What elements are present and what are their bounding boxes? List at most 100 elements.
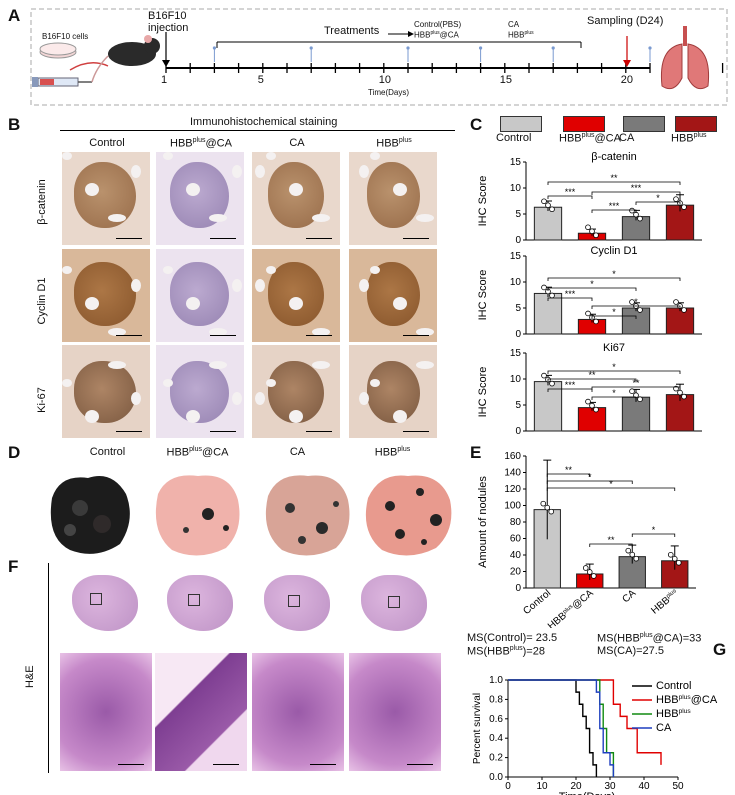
treatments-label: Treatments <box>324 25 380 37</box>
ihc-row-label: β-catenin <box>36 179 48 225</box>
sig-bracket <box>591 386 681 390</box>
panel-label-a: A <box>8 6 21 25</box>
panel-label-d: D <box>8 443 21 462</box>
y-tick-label: 20 <box>510 567 522 578</box>
timeline-tick-label: 20 <box>620 74 634 86</box>
scale-bar <box>210 430 236 432</box>
treat2-line1: CA <box>508 20 520 29</box>
data-point <box>637 307 643 313</box>
scale-bar <box>403 334 429 336</box>
panel-label-e: E <box>470 443 482 462</box>
data-point <box>589 228 595 235</box>
sig-mark: *** <box>565 380 576 390</box>
data-point <box>585 398 591 405</box>
sig-mark: ** <box>610 173 618 183</box>
sig-mark: * <box>590 279 594 289</box>
lung-photo-control <box>50 476 130 554</box>
ihc-row-label: Ki-67 <box>36 387 48 413</box>
injection-label-1: B16F10 <box>148 10 187 22</box>
survival-line <box>508 679 615 777</box>
y-tick-label: 5 <box>515 303 521 314</box>
scale-bar <box>306 430 332 432</box>
legend-swatch <box>563 116 605 132</box>
sampling-label: Sampling (D24) <box>587 15 664 27</box>
data-point <box>541 198 547 205</box>
ihc-col-header: HBBplus@CA <box>170 137 232 150</box>
data-point <box>590 573 597 579</box>
panel-a-timeline <box>30 8 728 106</box>
bar <box>621 307 651 335</box>
lung-photo-ca <box>265 475 350 556</box>
y-tick-label: 15 <box>510 157 522 168</box>
data-point <box>549 206 555 213</box>
sig-bracket <box>591 396 637 400</box>
sig-bracket <box>546 480 633 484</box>
data-point <box>548 508 555 515</box>
ihc-image-tile <box>349 152 437 245</box>
lung-photo-hbbplus-ca <box>155 475 240 556</box>
data-point <box>593 232 599 239</box>
sig-mark: * <box>612 388 616 398</box>
timeline-tick-label: 1 <box>161 74 168 86</box>
y-tick-label: 15 <box>510 348 522 359</box>
data-point <box>629 388 635 395</box>
y-tick-label: 120 <box>504 484 521 495</box>
data-point <box>677 389 683 396</box>
sampling-arrow <box>623 60 631 67</box>
sig-bracket <box>547 378 637 382</box>
lungs-icon <box>660 26 710 90</box>
ms-line1-b: MS(HBBplus@CA)=33 <box>597 632 702 645</box>
y-tick-label: 10 <box>510 374 522 385</box>
survival-line <box>508 679 615 777</box>
x-tick-label: 40 <box>638 781 650 792</box>
subplot-title: Ki67 <box>603 342 625 354</box>
y-tick-label: 5 <box>515 209 521 220</box>
panel-label-f: F <box>8 557 19 576</box>
ihc-image-tile <box>156 152 244 245</box>
sig-mark: ** <box>632 378 640 388</box>
sig-mark: ** <box>565 465 573 475</box>
zoom-box <box>288 595 300 607</box>
scale-bar <box>310 763 336 765</box>
scale-bar <box>407 763 433 765</box>
subplot-title: β-catenin <box>591 151 636 163</box>
data-point <box>582 565 589 571</box>
sig-mark: *** <box>565 289 576 299</box>
sig-mark: ** <box>588 370 596 380</box>
mouse-icon <box>91 35 160 83</box>
y-tick-label: 0.8 <box>489 694 503 705</box>
data-point <box>593 318 599 325</box>
sig-bracket <box>547 370 681 374</box>
data-point <box>675 559 682 566</box>
data-point <box>549 380 555 387</box>
x-tick-label: 20 <box>570 781 582 792</box>
data-point <box>625 547 632 554</box>
y-tick-label: 10 <box>510 277 522 288</box>
scale-bar <box>116 430 142 432</box>
data-point <box>629 299 635 305</box>
panel-label-g: G <box>713 640 727 659</box>
scale-bar <box>118 763 144 765</box>
scale-bar <box>213 763 239 765</box>
sig-bracket <box>591 191 681 195</box>
y-tick-label: 60 <box>510 534 522 545</box>
sig-mark: * <box>652 525 656 535</box>
data-point <box>585 310 591 317</box>
data-point <box>589 402 595 409</box>
treat2-line2: HBBplus <box>508 30 534 40</box>
sig-bracket <box>591 315 637 319</box>
ihc-image-tile <box>252 345 340 438</box>
sig-mark: * <box>609 479 613 489</box>
bar <box>665 307 695 335</box>
data-point <box>673 385 679 392</box>
data-point <box>673 299 679 305</box>
legend-swatch <box>675 116 717 132</box>
scale-bar <box>116 237 142 239</box>
sig-bracket <box>591 305 681 309</box>
injection-arrow <box>162 60 170 67</box>
sig-mark: * <box>588 472 592 482</box>
scale-bar <box>306 237 332 239</box>
panel-label-c: C <box>470 115 483 134</box>
